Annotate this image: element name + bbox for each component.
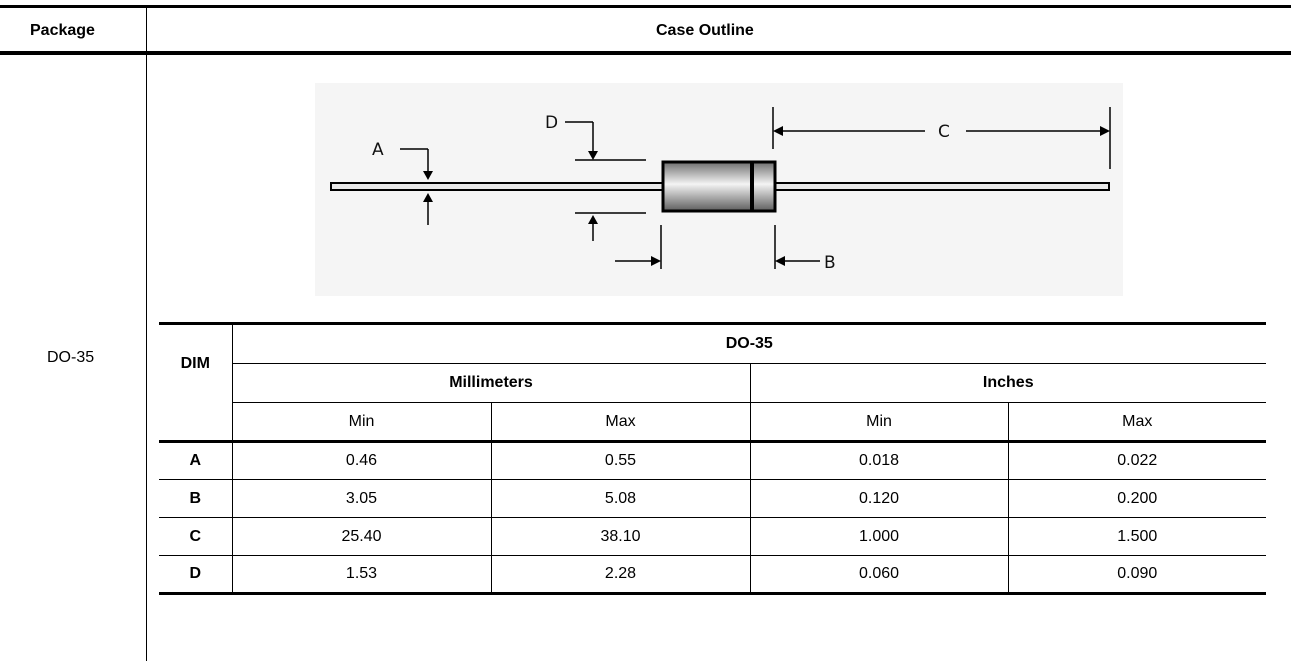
in-max-header: Max (1007, 402, 1266, 443)
in-min-cell: 0.018 (749, 441, 1008, 480)
in-min-cell: 0.120 (749, 479, 1008, 518)
left-lead (330, 182, 664, 191)
dimension-label-c: C (938, 122, 950, 142)
mm-max-cell: 5.08 (490, 479, 750, 518)
mm-max-cell: 38.10 (490, 517, 750, 556)
in-min-header: Min (749, 402, 1008, 443)
table-row: A 0.46 0.55 0.018 0.022 (159, 441, 1266, 480)
in-max-cell: 0.200 (1007, 479, 1266, 518)
mm-min-cell: 0.46 (231, 441, 491, 480)
in-max-cell: 0.022 (1007, 441, 1266, 480)
dim-cell: A (189, 452, 202, 469)
dim-cell: D (159, 555, 232, 595)
in-max-cell: 1.500 (1007, 517, 1266, 556)
mm-max-cell: 0.55 (490, 441, 750, 480)
column-divider (146, 5, 147, 661)
package-name: DO-35 (47, 349, 95, 366)
inches-header: Inches (749, 363, 1266, 403)
table-row: B 3.05 5.08 0.120 0.200 (159, 479, 1266, 518)
mm-min-cell: 1.53 (231, 555, 491, 595)
case-outline-column-header: Case Outline (656, 22, 754, 39)
millimeters-header: Millimeters (231, 363, 750, 403)
mm-min-header: Min (231, 402, 491, 443)
mm-min-cell: 3.05 (231, 479, 491, 518)
case-outline-drawing: A D C B (315, 83, 1123, 296)
mm-min-cell: 25.40 (231, 517, 491, 556)
mm-max-header: Max (490, 402, 750, 443)
diode-body (661, 160, 777, 213)
table-row: D 1.53 2.28 0.060 0.090 (159, 555, 1266, 595)
in-max-cell: 0.090 (1007, 555, 1266, 595)
dim-cell: B (159, 479, 232, 518)
dimension-label-b: B (824, 253, 836, 273)
dimension-label-d: D (545, 113, 558, 133)
package-column-header: Package (30, 22, 95, 39)
top-rule (0, 5, 1291, 8)
in-min-cell: 1.000 (749, 517, 1008, 556)
dimension-label-a: A (372, 140, 384, 160)
header-rule (0, 51, 1291, 55)
in-min-cell: 0.060 (749, 555, 1008, 595)
right-lead (774, 182, 1110, 191)
dimensions-table: DIM DO-35 Millimeters Inches Min Max Min… (159, 322, 1266, 595)
dim-cell: C (159, 517, 232, 556)
package-group-header: DO-35 (231, 322, 1266, 364)
mm-max-cell: 2.28 (490, 555, 750, 595)
dim-header: DIM (159, 322, 232, 403)
table-row: C 25.40 38.10 1.000 1.500 (159, 517, 1266, 556)
cathode-band (750, 162, 754, 211)
